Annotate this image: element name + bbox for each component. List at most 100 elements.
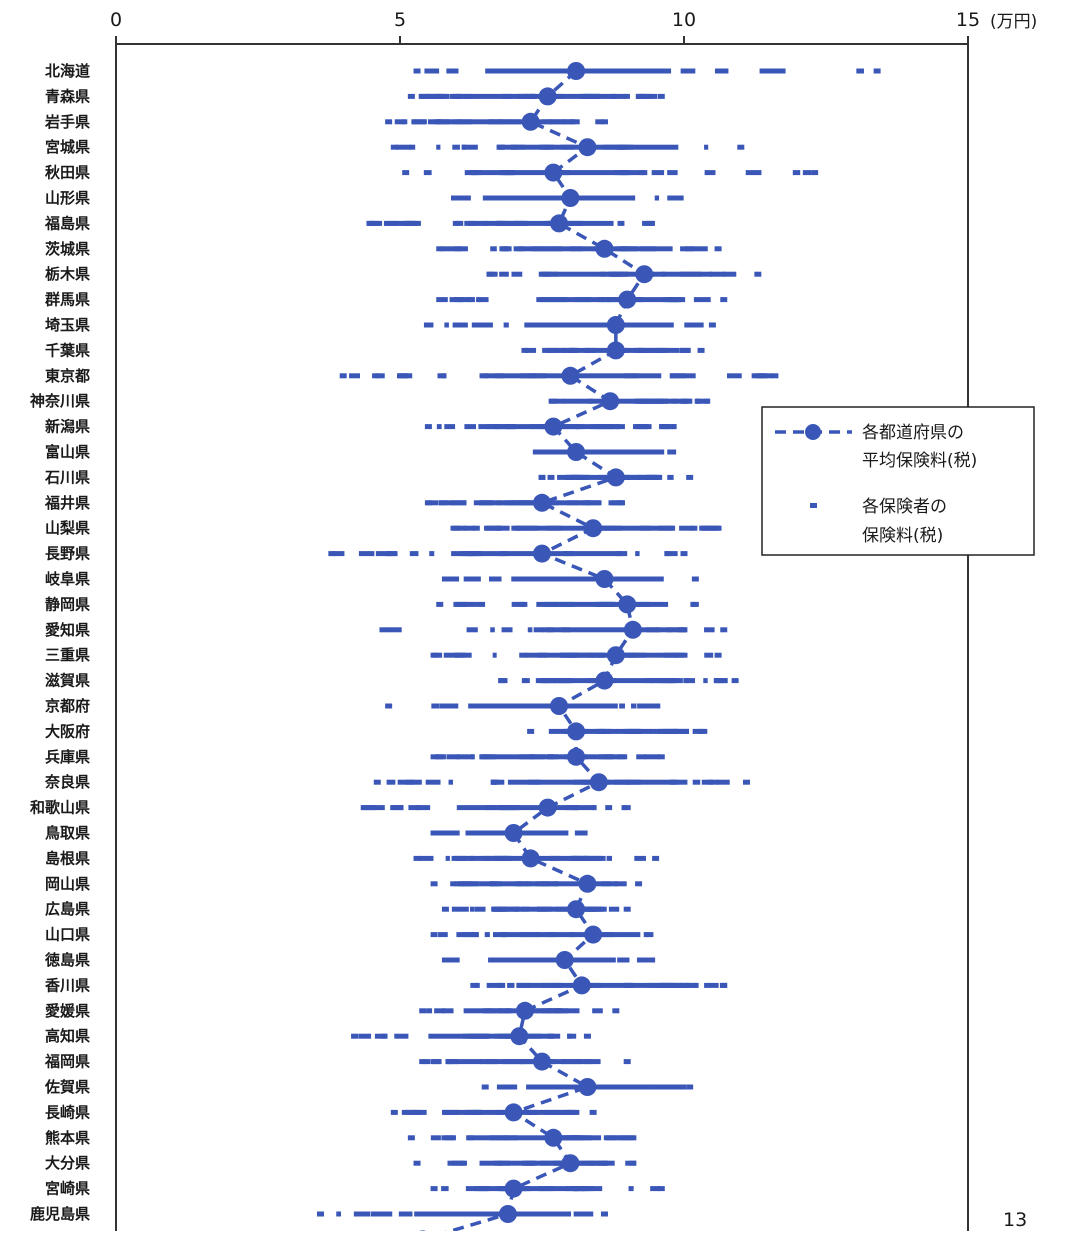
insurer-point — [543, 601, 559, 607]
insurer-point — [430, 754, 438, 760]
insurer-point — [519, 652, 527, 658]
insurer-point — [436, 246, 444, 252]
insurer-point — [628, 728, 643, 734]
prefecture-label: 鳥取県 — [45, 824, 90, 842]
insurer-point — [495, 1109, 504, 1115]
insurer-point — [639, 525, 652, 531]
prefecture-label: 山梨県 — [45, 519, 90, 537]
insurer-point — [657, 1186, 665, 1192]
x-tick-label-0: 0 — [110, 9, 122, 31]
insurer-point — [680, 246, 694, 252]
insurer-point — [638, 347, 646, 353]
insurer-point — [419, 855, 434, 861]
insurer-point — [668, 1084, 686, 1090]
insurer-point — [501, 1084, 518, 1090]
insurer-point — [552, 982, 563, 988]
insurer-point — [430, 1135, 441, 1141]
insurer-point — [539, 474, 546, 480]
insurer-point — [520, 906, 530, 912]
insurer-point — [714, 246, 722, 252]
insurer-point — [622, 93, 630, 99]
insurer-point — [600, 119, 608, 125]
insurer-point — [385, 627, 402, 633]
prefecture-labels-group: 北海道青森県岩手県宮城県秋田県山形県福島県茨城県栃木県群馬県埼玉県千葉県東京都神… — [30, 62, 90, 1235]
insurer-point — [630, 474, 643, 480]
insurer-point — [409, 551, 419, 557]
insurer-point — [686, 1084, 694, 1090]
insurer-point — [640, 246, 656, 252]
insurer-point — [519, 1059, 533, 1065]
average-marker — [606, 316, 625, 334]
insurer-point — [574, 830, 588, 836]
insurer-point — [758, 373, 774, 379]
average-marker — [595, 570, 614, 588]
insurer-point — [600, 1211, 608, 1217]
insurer-point — [527, 576, 539, 582]
insurer-point — [407, 1135, 415, 1141]
insurer-point — [489, 576, 502, 582]
insurer-point — [615, 1084, 632, 1090]
insurer-point — [405, 1109, 422, 1115]
insurer-point — [675, 627, 683, 633]
insurer-point — [519, 754, 533, 760]
insurer-point — [745, 170, 762, 176]
insurer-point — [476, 297, 481, 303]
average-marker — [584, 925, 603, 944]
insurer-point — [509, 119, 521, 125]
insurer-point — [510, 144, 517, 150]
insurer-point — [546, 627, 554, 633]
insurer-point — [491, 754, 496, 760]
insurer-point — [606, 1135, 617, 1141]
insurer-point — [432, 652, 443, 658]
insurer-point — [516, 525, 529, 531]
prefecture-label: 宮城県 — [45, 138, 90, 156]
insurer-point — [646, 627, 658, 633]
insurer-point — [369, 220, 379, 226]
insurer-point — [538, 1186, 553, 1192]
insurer-point — [375, 551, 392, 557]
insurer-point — [665, 68, 672, 74]
insurer-point — [671, 779, 679, 785]
insurer-point — [468, 551, 478, 557]
insurer-point — [568, 932, 575, 938]
insurer-point — [664, 551, 670, 557]
insurer-point — [623, 906, 631, 912]
insurer-point — [423, 322, 434, 328]
insurer-point — [592, 1084, 603, 1090]
insurer-point — [386, 1211, 393, 1217]
insurer-point — [435, 754, 444, 760]
insurer-point — [472, 525, 480, 531]
prefecture-label: 奈良県 — [44, 773, 90, 791]
insurer-point — [643, 957, 656, 963]
insurer-point — [549, 68, 564, 74]
insurer-point — [660, 982, 670, 988]
insurer-point — [456, 932, 464, 938]
insurer-point — [610, 424, 620, 430]
insurer-point — [674, 297, 682, 303]
insurer-point — [455, 220, 464, 226]
insurer-point — [526, 703, 539, 709]
insurer-point — [580, 652, 596, 658]
insurer-point — [560, 652, 576, 658]
insurer-point — [445, 576, 457, 582]
insurer-point — [441, 957, 449, 963]
prefecture-label: 和歌山県 — [30, 799, 90, 817]
insurer-point — [442, 297, 448, 303]
insurer-point — [719, 982, 727, 988]
insurer-point — [635, 93, 644, 99]
insurer-point — [547, 525, 562, 531]
insurer-point — [470, 982, 478, 988]
average-marker — [606, 468, 625, 487]
insurer-point — [452, 93, 460, 99]
insurer-point — [613, 271, 629, 277]
insurer-point — [385, 119, 393, 125]
insurer-point — [624, 982, 632, 988]
insurer-point — [623, 1059, 631, 1065]
insurer-core-band — [513, 576, 660, 582]
insurer-point — [596, 728, 602, 734]
insurer-point — [466, 297, 475, 303]
insurer-point — [547, 474, 555, 480]
insurer-point — [336, 1211, 342, 1217]
insurer-point — [550, 322, 567, 328]
insurer-point — [493, 1160, 503, 1166]
